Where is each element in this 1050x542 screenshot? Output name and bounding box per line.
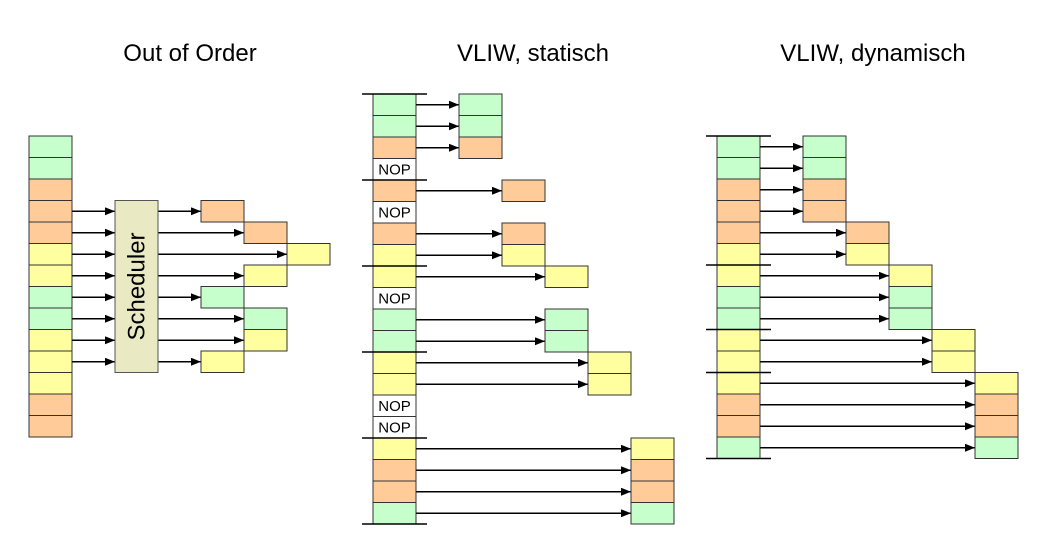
instruction — [372, 115, 417, 138]
nop-label: NOP — [378, 162, 411, 179]
issued-instruction — [931, 329, 976, 352]
issued-instruction — [845, 243, 890, 266]
scheduled-instruction — [243, 329, 288, 352]
issued-instruction — [802, 200, 847, 223]
issued-instruction — [544, 308, 589, 331]
instruction — [716, 135, 761, 158]
instruction — [28, 415, 73, 438]
scheduled-instruction — [286, 243, 331, 266]
instruction — [28, 264, 73, 287]
scheduled-instruction — [243, 264, 288, 287]
title-vliw-dynamic: VLIW, dynamisch — [780, 40, 966, 67]
instruction — [716, 286, 761, 309]
instruction — [28, 135, 73, 158]
issued-instruction — [888, 307, 933, 330]
instruction — [28, 329, 73, 352]
issued-instruction — [974, 436, 1019, 459]
issued-instruction — [974, 415, 1019, 438]
instruction — [28, 350, 73, 373]
issued-instruction — [501, 179, 546, 202]
instruction — [372, 244, 417, 267]
instruction — [28, 178, 73, 201]
issued-instruction — [974, 393, 1019, 416]
issued-instruction — [630, 480, 675, 503]
title-vliw-static: VLIW, statisch — [456, 40, 610, 67]
issued-instruction — [458, 93, 503, 116]
instruction — [28, 393, 73, 416]
issued-instruction — [501, 222, 546, 245]
issued-instruction — [802, 157, 847, 180]
instruction — [716, 307, 761, 330]
instruction — [28, 157, 73, 180]
issued-instruction — [630, 502, 675, 525]
instruction — [372, 437, 417, 460]
instruction — [28, 243, 73, 266]
issued-instruction — [931, 350, 976, 373]
instruction — [372, 308, 417, 331]
issued-instruction — [587, 351, 632, 374]
instruction — [372, 222, 417, 245]
instruction — [372, 265, 417, 288]
instruction — [372, 480, 417, 503]
instruction — [372, 459, 417, 482]
instruction — [28, 307, 73, 330]
instruction — [372, 136, 417, 159]
instruction — [372, 330, 417, 353]
instruction — [372, 351, 417, 374]
instruction — [28, 221, 73, 244]
instruction — [28, 286, 73, 309]
issued-instruction — [544, 265, 589, 288]
instruction — [716, 329, 761, 352]
instruction — [716, 415, 761, 438]
instruction — [716, 393, 761, 416]
nop-label: NOP — [378, 205, 411, 222]
issued-instruction — [544, 330, 589, 353]
scheduler-label: Scheduler — [124, 232, 151, 340]
issued-instruction — [802, 135, 847, 158]
instruction — [716, 221, 761, 244]
title-out-of-order: Out of Order — [123, 40, 257, 67]
instruction — [372, 502, 417, 525]
scheduled-instruction — [243, 307, 288, 330]
instruction — [716, 157, 761, 180]
instruction — [716, 243, 761, 266]
instruction — [716, 178, 761, 201]
nop-label: NOP — [378, 420, 411, 437]
instruction — [372, 373, 417, 396]
issued-instruction — [630, 437, 675, 460]
issued-instruction — [888, 264, 933, 287]
issued-instruction — [888, 286, 933, 309]
issued-instruction — [587, 373, 632, 396]
instruction — [716, 264, 761, 287]
issued-instruction — [630, 459, 675, 482]
issued-instruction — [802, 178, 847, 201]
instruction — [372, 93, 417, 116]
scheduled-instruction — [200, 350, 245, 373]
scheduled-instruction — [200, 286, 245, 309]
nop-label: NOP — [378, 398, 411, 415]
issued-instruction — [974, 372, 1019, 395]
instruction — [716, 372, 761, 395]
scheduler-box — [114, 200, 159, 373]
scheduled-instruction — [243, 221, 288, 244]
instruction — [716, 350, 761, 373]
nop-label: NOP — [378, 291, 411, 308]
instruction — [716, 200, 761, 223]
issued-instruction — [458, 115, 503, 138]
issued-instruction — [458, 136, 503, 159]
instruction — [372, 179, 417, 202]
issued-instruction — [845, 221, 890, 244]
instruction — [28, 372, 73, 395]
scheduled-instruction — [200, 200, 245, 223]
instruction — [716, 436, 761, 459]
instruction — [28, 200, 73, 223]
issued-instruction — [501, 244, 546, 267]
